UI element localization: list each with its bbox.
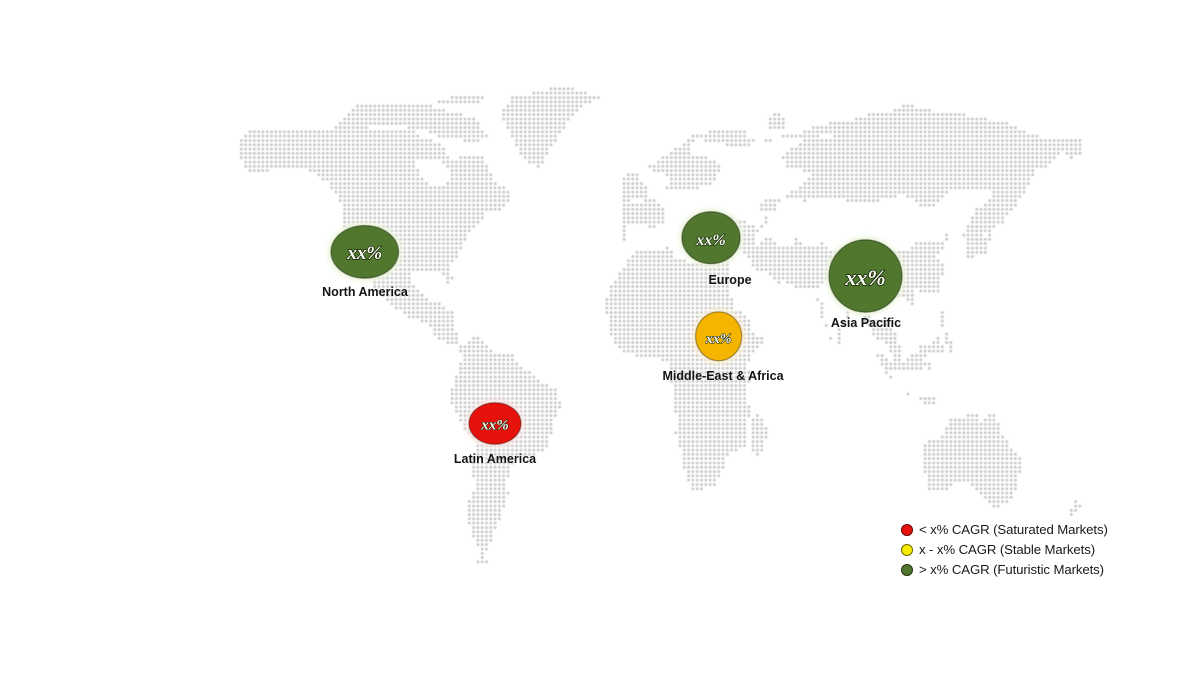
svg-text:xx%: xx% <box>844 265 885 290</box>
svg-text:xx%: xx% <box>695 232 725 249</box>
svg-text:xx%: xx% <box>480 418 509 434</box>
svg-text:xx%: xx% <box>346 243 382 264</box>
svg-text:xx%: xx% <box>705 332 732 347</box>
